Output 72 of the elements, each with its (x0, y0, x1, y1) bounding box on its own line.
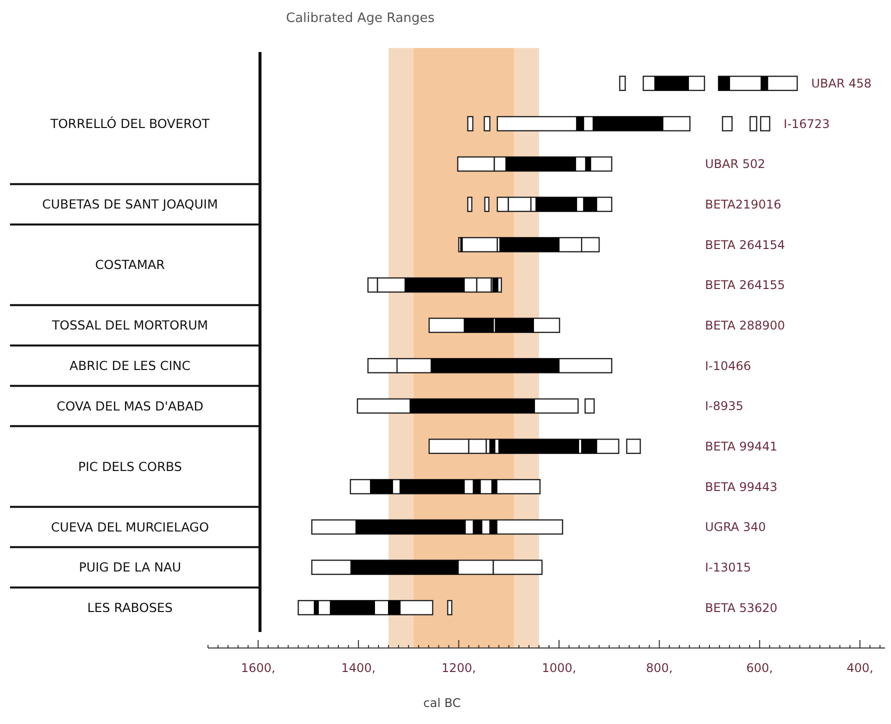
bar (484, 196, 490, 212)
y-tick-label: I-16723 (784, 116, 830, 131)
x-tick-label: 1400, (341, 661, 376, 675)
text: PIC DELS CORBS (78, 458, 182, 474)
bar (489, 520, 498, 534)
y-tick-label: I-8935 (705, 399, 744, 414)
x-tick-label: 800, (646, 661, 673, 675)
x-axis-title: cal BC (423, 696, 461, 710)
bar (718, 76, 730, 90)
y-tick-label: BETA 53620 (705, 600, 778, 615)
y-tick-label: UGRA 340 (705, 520, 766, 534)
bar (592, 116, 664, 131)
bar (585, 156, 592, 172)
bar (498, 439, 580, 454)
bar (447, 600, 452, 616)
bar (472, 480, 481, 494)
y-tick-label: I-10466 (705, 358, 752, 373)
annotation: CUBETAS DE SANT JOAQUIM (42, 196, 218, 212)
bar (505, 156, 576, 172)
bar (760, 76, 768, 90)
text: COSTAMAR (95, 257, 166, 272)
y-tick-label: BETA 288900 (705, 318, 786, 333)
bar (400, 480, 465, 494)
bar (472, 520, 482, 534)
bar (467, 196, 472, 212)
y-tick-label: BETA 264155 (705, 278, 786, 292)
bar (460, 238, 463, 252)
annotation: CUEVA DEL MURCIELAGO (51, 519, 210, 534)
bar (619, 76, 626, 92)
bar (314, 600, 319, 615)
chart-title: Calibrated Age Ranges (286, 11, 435, 26)
bar (404, 278, 465, 292)
bar (750, 116, 758, 132)
bar (430, 358, 560, 373)
annotation: TOSSAL DEL MORTORUM (50, 318, 208, 333)
text: LES RABOSES (87, 600, 173, 616)
x-tick-label: 600, (746, 661, 773, 675)
bar (499, 238, 560, 252)
bar (489, 439, 496, 454)
bar (467, 116, 474, 132)
y-tick-label: BETA219016 (705, 198, 782, 212)
y-tick-label: BETA 99441 (705, 440, 778, 454)
bar (355, 520, 466, 534)
bar (388, 600, 401, 615)
y-tick-label: I-13015 (705, 560, 752, 575)
bar (576, 116, 584, 131)
text: ABRIC DE LES CINC (70, 358, 191, 374)
bar (654, 76, 689, 90)
x-tick-label: 400, (846, 661, 874, 675)
bar (584, 398, 595, 414)
x-tick-label: 1000, (542, 661, 576, 675)
text: COVA DEL MAS D'ABAD (56, 398, 204, 414)
bar (491, 480, 498, 494)
y-tick-label: UBAR 502 (705, 157, 766, 172)
bar (722, 116, 733, 132)
y-tick-label: BETA 99443 (705, 480, 778, 494)
y-tick-label: UBAR 458 (811, 76, 872, 91)
bar (626, 438, 641, 454)
bar (484, 116, 490, 132)
bar (330, 600, 375, 615)
bar (760, 116, 770, 132)
y-tick-label: BETA 264154 (705, 238, 786, 252)
x-tick-label: 1600, (240, 661, 276, 675)
annotation: TORRELLÓ DEL BOVEROT (49, 116, 210, 132)
bar (581, 439, 598, 454)
bar (350, 560, 459, 574)
text: PUIG DE LA NAU (78, 560, 182, 575)
bar (583, 197, 598, 212)
bar (370, 480, 394, 494)
bar (410, 398, 535, 414)
x-tick-label: 1200, (442, 661, 476, 675)
bar (535, 197, 578, 212)
